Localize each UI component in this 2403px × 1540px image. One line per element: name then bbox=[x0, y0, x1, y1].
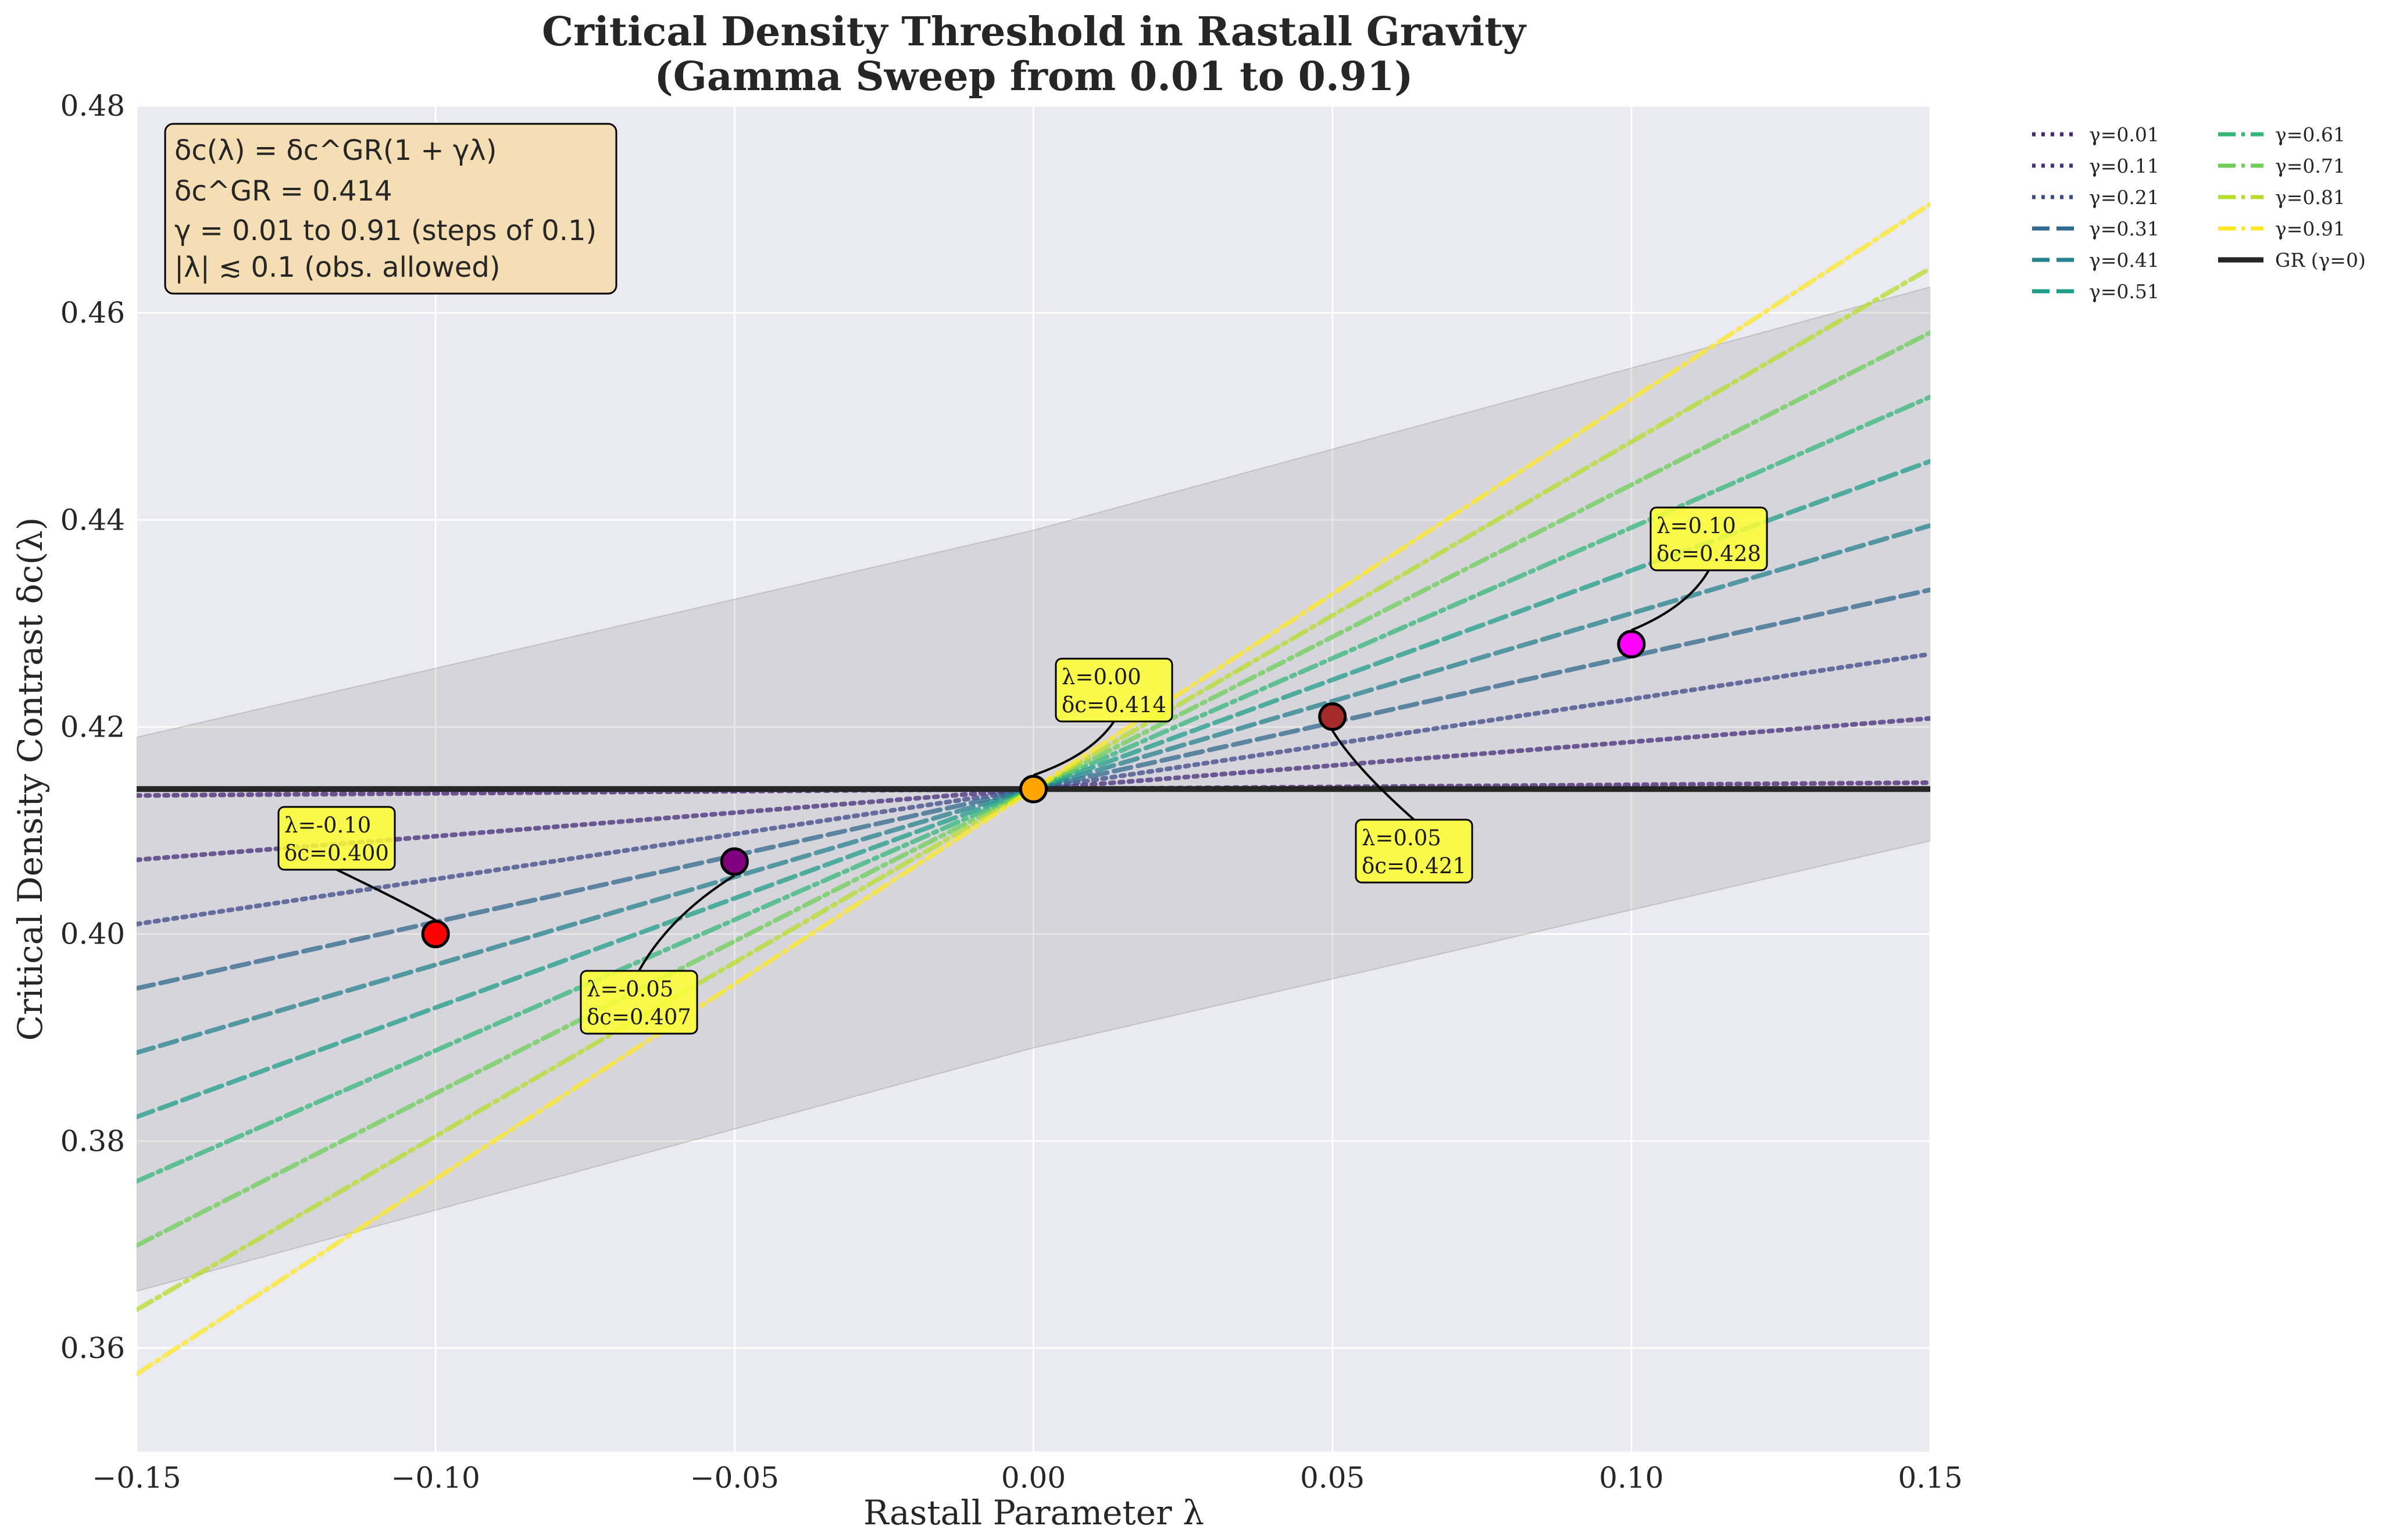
legend-label: GR (γ=0) bbox=[2275, 249, 2366, 271]
annotation-box bbox=[1649, 506, 1768, 571]
annotation-lambda: λ=0.10 bbox=[1656, 513, 1736, 538]
legend-label: γ=0.91 bbox=[2275, 217, 2345, 240]
series-line bbox=[137, 716, 1930, 862]
data-point-marker bbox=[720, 847, 749, 876]
annotation-lambda: λ=0.00 bbox=[1062, 664, 1141, 689]
y-tick-label: 0.44 bbox=[60, 503, 125, 537]
annotation-delta: δc=0.421 bbox=[1362, 853, 1466, 878]
y-tick-label: 0.48 bbox=[60, 89, 125, 123]
legend-label: γ=0.31 bbox=[2089, 217, 2159, 240]
x-axis-label: Rastall Parameter λ bbox=[863, 1493, 1204, 1532]
legend-label: γ=0.01 bbox=[2089, 123, 2159, 146]
legend-label: γ=0.21 bbox=[2089, 186, 2159, 209]
info-line-gamma-range: γ = 0.01 to 0.91 (steps of 0.1) bbox=[174, 215, 597, 247]
annotation-arrow bbox=[638, 874, 735, 971]
y-axis-label: Critical Density Contrast δc(λ) bbox=[10, 517, 50, 1041]
annotation-delta: δc=0.414 bbox=[1062, 692, 1166, 717]
annotations: λ=-0.10 δc=0.400 λ=-0.05 δc=0.407 λ=0.00 δc=0… bbox=[277, 506, 1768, 1035]
annotation-lambda: λ=-0.05 bbox=[587, 977, 673, 1002]
x-tick-label: 0.05 bbox=[1300, 1461, 1365, 1495]
data-point-marker bbox=[1318, 702, 1347, 731]
annotation-arrow bbox=[1331, 730, 1415, 821]
y-tick-label: 0.40 bbox=[60, 917, 125, 951]
y-tick-label: 0.46 bbox=[60, 296, 125, 330]
annotation-box bbox=[580, 970, 698, 1035]
annotation-arrow bbox=[336, 869, 437, 921]
series-line bbox=[137, 330, 1930, 1248]
data-point-marker bbox=[1019, 774, 1048, 803]
legend-label: γ=0.11 bbox=[2089, 155, 2159, 177]
legend-label: γ=0.81 bbox=[2275, 186, 2345, 209]
info-box-frame bbox=[164, 123, 617, 295]
markers bbox=[421, 630, 1646, 949]
legend-label: γ=0.51 bbox=[2089, 280, 2159, 303]
info-box: δc(λ) = δc^GR(1 + γλ) δc^GR = 0.414 γ = … bbox=[164, 123, 617, 295]
x-tick-label: 0.00 bbox=[1001, 1461, 1066, 1495]
annotation-box bbox=[1055, 658, 1173, 723]
annotation-delta: δc=0.400 bbox=[284, 841, 389, 866]
info-line-delta-gr: δc^GR = 0.414 bbox=[174, 175, 392, 208]
x-tick-label: −0.05 bbox=[690, 1461, 779, 1495]
legend-label: γ=0.41 bbox=[2089, 249, 2159, 271]
x-tick-label: 0.15 bbox=[1898, 1461, 1962, 1495]
x-tick-label: −0.10 bbox=[391, 1461, 480, 1495]
y-tick-label: 0.42 bbox=[60, 710, 125, 744]
chart-title-line1: Critical Density Threshold in Rastall Gr… bbox=[542, 9, 1527, 55]
grid bbox=[135, 105, 1931, 1452]
annotation-lambda: λ=-0.10 bbox=[284, 813, 371, 838]
x-tick-label: −0.15 bbox=[92, 1461, 181, 1495]
annotation-lambda: λ=0.05 bbox=[1362, 826, 1441, 851]
chart-title-line2: (Gamma Sweep from 0.01 to 0.91) bbox=[655, 53, 1413, 100]
data-point-marker bbox=[421, 920, 450, 949]
info-line-lambda-bound: |λ| ≲ 0.1 (obs. allowed) bbox=[174, 251, 501, 284]
y-tick-label: 0.38 bbox=[60, 1124, 125, 1158]
legend-label: γ=0.71 bbox=[2275, 155, 2345, 177]
tick-labels: −0.15 −0.10 −0.05 0.00 0.05 0.10 0.15 0.36 0.38 0… bbox=[60, 89, 1963, 1495]
annotation-arrow bbox=[1631, 570, 1710, 631]
data-point-marker bbox=[1617, 630, 1646, 659]
x-tick-label: 0.10 bbox=[1599, 1461, 1663, 1495]
annotation-delta: δc=0.428 bbox=[1656, 541, 1761, 566]
annotation-delta: δc=0.407 bbox=[587, 1005, 691, 1030]
legend: γ=0.01 γ=0.11 γ=0.21 γ=0.31 γ=0.41 γ=0.51 γ=0.… bbox=[2032, 123, 2366, 303]
y-tick-label: 0.36 bbox=[60, 1331, 125, 1365]
info-line-formula: δc(λ) = δc^GR(1 + γλ) bbox=[174, 134, 497, 167]
legend-label: γ=0.61 bbox=[2275, 123, 2345, 146]
annotation-box bbox=[277, 806, 396, 871]
annotation-box bbox=[1355, 819, 1473, 884]
annotation-arrow bbox=[1033, 720, 1115, 777]
